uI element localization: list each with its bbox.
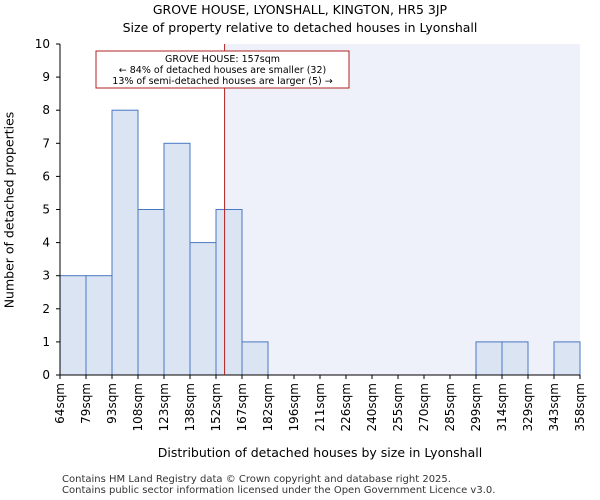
bar-167sqm (241, 341, 269, 376)
x-tick-label: 314sqm (495, 383, 509, 431)
x-tick-label: 299sqm (469, 383, 483, 431)
bar-123sqm (163, 142, 191, 376)
x-tick-label: 226sqm (339, 383, 353, 431)
x-tick-label: 285sqm (443, 383, 457, 431)
y-tick-label: 3 (42, 269, 50, 283)
x-tick-label: 182sqm (261, 383, 275, 431)
x-tick-label: 270sqm (417, 383, 431, 431)
bar-314sqm (501, 341, 529, 376)
y-tick-label: 0 (42, 368, 50, 382)
x-tick-label: 152sqm (209, 383, 223, 431)
x-tick-label: 79sqm (79, 383, 93, 424)
x-tick-label: 123sqm (157, 383, 171, 431)
x-tick-label: 138sqm (183, 383, 197, 431)
bar-299sqm (475, 341, 503, 376)
x-tick-label: 343sqm (547, 383, 561, 431)
annotation-line-1: GROVE HOUSE: 157sqm (165, 54, 280, 65)
y-tick-label: 6 (42, 169, 50, 183)
bar-138sqm (189, 242, 217, 376)
bar-93sqm (111, 109, 139, 376)
y-tick-label: 5 (42, 203, 50, 217)
x-tick-label: 240sqm (365, 383, 379, 431)
annotation-box (95, 50, 350, 89)
bar-64sqm (59, 275, 87, 376)
x-tick-label: 255sqm (391, 383, 405, 431)
highlight-region (224, 44, 580, 375)
x-tick-label: 93sqm (105, 383, 119, 424)
y-tick-label: 9 (42, 70, 50, 84)
x-tick-label: 211sqm (313, 383, 327, 431)
y-tick-label: 7 (42, 136, 50, 150)
bar-79sqm (85, 275, 113, 376)
bar-152sqm (215, 209, 243, 376)
x-tick-label: 329sqm (521, 383, 535, 431)
bar-108sqm (137, 209, 165, 376)
x-tick-label: 358sqm (573, 383, 587, 431)
x-axis-label: Distribution of detached houses by size … (157, 445, 483, 460)
x-tick-label: 167sqm (235, 383, 249, 431)
x-tick-label: 64sqm (53, 383, 67, 424)
y-tick-label: 8 (42, 103, 50, 117)
bar-343sqm (553, 341, 581, 376)
x-tick-label: 196sqm (287, 383, 301, 431)
y-tick-label: 10 (35, 37, 50, 51)
y-tick-label: 1 (42, 335, 50, 349)
annotation-line-3: 13% of semi-detached houses are larger (… (112, 76, 332, 87)
footer-line-1: Contains HM Land Registry data © Crown c… (62, 474, 451, 485)
annotation-line-2: ← 84% of detached houses are smaller (32… (119, 65, 326, 76)
y-tick-label: 2 (42, 302, 50, 316)
y-tick-label: 4 (42, 236, 50, 250)
chart-subtitle: Size of property relative to detached ho… (122, 20, 478, 35)
footer-line-2: Contains public sector information licen… (62, 485, 496, 496)
x-tick-label: 108sqm (131, 383, 145, 431)
chart-title: GROVE HOUSE, LYONSHALL, KINGTON, HR5 3JP (152, 2, 448, 17)
